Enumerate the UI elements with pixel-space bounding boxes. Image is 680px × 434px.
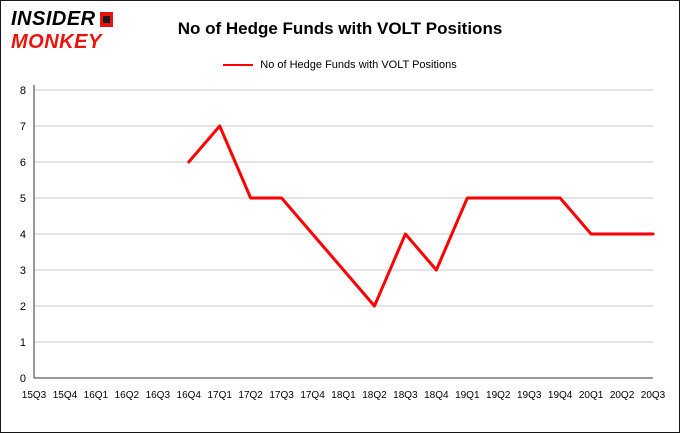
svg-text:19Q2: 19Q2 — [486, 390, 511, 401]
legend-line-swatch — [223, 64, 254, 66]
svg-text:18Q4: 18Q4 — [424, 390, 449, 401]
svg-text:18Q1: 18Q1 — [331, 390, 356, 401]
y-axis-labels: 0 1 2 3 4 5 6 7 8 — [20, 85, 26, 385]
svg-text:20Q2: 20Q2 — [610, 390, 635, 401]
line-chart: 0 1 2 3 4 5 6 7 8 15Q3 15Q4 16Q1 16Q2 16Q3 16Q4 17Q1 17Q… — [20, 85, 666, 401]
svg-text:17Q1: 17Q1 — [207, 390, 232, 401]
logo-monkey-text: MONKEY — [11, 31, 102, 53]
monkey-icon — [99, 11, 113, 27]
svg-text:18Q3: 18Q3 — [393, 390, 418, 401]
x-axis-labels: 15Q3 15Q4 16Q1 16Q2 16Q3 16Q4 17Q1 17Q2 17Q3 17Q4… — [22, 390, 666, 401]
svg-text:2: 2 — [20, 301, 26, 313]
axes — [33, 85, 653, 379]
svg-text:19Q3: 19Q3 — [517, 390, 542, 401]
svg-text:16Q1: 16Q1 — [84, 390, 109, 401]
svg-text:5: 5 — [20, 193, 26, 205]
svg-text:3: 3 — [20, 265, 26, 277]
svg-text:20Q1: 20Q1 — [579, 390, 604, 401]
gridlines — [34, 89, 653, 343]
legend: No of Hedge Funds with VOLT Positions — [1, 59, 679, 71]
svg-text:1: 1 — [20, 337, 26, 349]
svg-text:15Q4: 15Q4 — [53, 390, 78, 401]
svg-text:17Q4: 17Q4 — [300, 390, 325, 401]
svg-text:17Q2: 17Q2 — [238, 390, 263, 401]
series-line — [187, 124, 655, 308]
svg-text:17Q3: 17Q3 — [269, 390, 294, 401]
svg-text:16Q4: 16Q4 — [177, 390, 202, 401]
svg-text:8: 8 — [20, 85, 26, 97]
svg-text:0: 0 — [20, 373, 26, 385]
legend-label: No of Hedge Funds with VOLT Positions — [260, 59, 457, 71]
svg-text:19Q1: 19Q1 — [455, 390, 480, 401]
svg-text:19Q4: 19Q4 — [548, 390, 573, 401]
svg-text:16Q3: 16Q3 — [146, 390, 171, 401]
svg-text:4: 4 — [20, 229, 26, 241]
insider-monkey-logo: INSIDER MONKEY — [11, 9, 113, 52]
svg-text:7: 7 — [20, 121, 26, 133]
svg-text:6: 6 — [20, 157, 26, 169]
svg-text:16Q2: 16Q2 — [115, 390, 140, 401]
chart-title: No of Hedge Funds with VOLT Positions — [177, 19, 503, 38]
logo-insider-text: INSIDER — [11, 8, 96, 30]
svg-text:15Q3: 15Q3 — [22, 390, 47, 401]
svg-text:20Q3: 20Q3 — [641, 390, 666, 401]
svg-text:18Q2: 18Q2 — [362, 390, 387, 401]
